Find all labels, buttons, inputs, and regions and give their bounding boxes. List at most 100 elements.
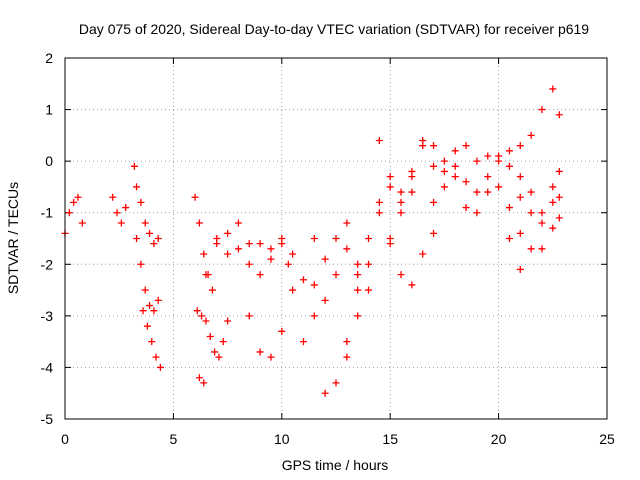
data-point <box>117 219 125 227</box>
data-point <box>150 307 158 315</box>
x-tick-label: 20 <box>491 431 507 447</box>
data-point <box>408 173 416 181</box>
data-point <box>430 142 438 150</box>
data-point <box>154 235 162 242</box>
data-point <box>555 214 563 222</box>
data-point <box>206 332 214 340</box>
data-point <box>451 162 459 170</box>
data-point <box>549 183 557 191</box>
data-point <box>65 209 73 217</box>
data-point <box>365 260 373 268</box>
data-point <box>375 198 383 206</box>
series-track-b <box>109 193 130 227</box>
y-tick-label: 2 <box>45 50 53 66</box>
data-point <box>527 131 535 139</box>
data-point <box>267 245 275 253</box>
chart-title: Day 075 of 2020, Sidereal Day-to-day VTE… <box>79 21 589 37</box>
data-point <box>505 235 513 242</box>
data-point <box>245 312 253 320</box>
data-point <box>148 338 156 346</box>
data-point <box>527 188 535 196</box>
data-point <box>354 260 362 268</box>
data-point <box>321 255 329 263</box>
y-tick-label: -5 <box>41 411 54 427</box>
data-point <box>70 198 78 206</box>
data-point <box>555 167 563 175</box>
data-point <box>354 312 362 320</box>
data-point <box>137 198 145 206</box>
series-track-v <box>505 198 563 273</box>
data-point <box>505 204 513 212</box>
y-tick-label: -4 <box>41 359 54 375</box>
data-point <box>141 286 149 294</box>
data-point <box>139 307 147 315</box>
data-point <box>137 260 145 268</box>
data-point <box>321 296 329 304</box>
data-point <box>495 157 503 165</box>
y-tick-labels: -5 -4 -3 -2 -1 0 1 2 <box>41 50 54 427</box>
x-tick-label: 10 <box>274 431 290 447</box>
data-point <box>354 286 362 294</box>
data-point <box>156 363 164 371</box>
data-point <box>430 229 438 237</box>
data-point <box>152 353 160 361</box>
data-point <box>202 317 210 325</box>
data-point <box>386 183 394 191</box>
series-track-t <box>440 85 563 165</box>
data-point <box>332 379 340 387</box>
series-track-k <box>245 286 297 361</box>
series-track-c <box>130 162 162 248</box>
data-point <box>343 338 351 346</box>
data-point <box>505 147 513 155</box>
x-tick-label: 25 <box>599 431 615 447</box>
data-point <box>245 260 253 268</box>
y-tick-label: 0 <box>45 153 53 169</box>
series-track-o <box>343 167 416 346</box>
data-point <box>146 229 154 237</box>
data-point <box>321 389 329 397</box>
data-point <box>365 235 373 242</box>
data-point <box>430 198 438 206</box>
x-tick-label: 15 <box>382 431 398 447</box>
series-track-r <box>386 137 448 248</box>
data-point <box>516 193 524 201</box>
data-point <box>538 245 546 253</box>
y-tick-label: -3 <box>41 308 54 324</box>
series-track-g <box>193 307 232 361</box>
x-axis-label: GPS time / hours <box>282 457 389 473</box>
series-track-s <box>430 152 524 206</box>
data-point <box>473 209 481 217</box>
data-point <box>146 302 154 310</box>
data-point <box>141 219 149 227</box>
data-point <box>200 250 208 258</box>
series-track-w <box>527 167 563 217</box>
data-point <box>440 157 448 165</box>
data-point <box>516 173 524 181</box>
data-point <box>516 265 524 273</box>
data-point <box>419 137 427 145</box>
data-point <box>224 317 232 325</box>
data-point <box>549 224 557 232</box>
data-point <box>289 250 297 258</box>
y-tick-label: -1 <box>41 205 54 221</box>
data-point <box>555 193 563 201</box>
data-point <box>74 193 82 201</box>
series-track-f <box>191 193 216 294</box>
data-point <box>365 286 373 294</box>
data-point <box>419 250 427 258</box>
data-points <box>61 85 563 397</box>
series-track-u <box>451 173 524 217</box>
data-point <box>200 379 208 387</box>
data-point <box>451 147 459 155</box>
data-point <box>191 193 199 201</box>
data-point <box>527 209 535 217</box>
data-point <box>195 374 203 382</box>
data-point <box>143 322 151 330</box>
series-track-i <box>202 235 292 279</box>
data-point <box>451 173 459 181</box>
series-track-e <box>139 307 164 371</box>
data-point <box>195 219 203 227</box>
data-point <box>213 240 221 248</box>
data-point <box>343 219 351 227</box>
data-point <box>267 353 275 361</box>
